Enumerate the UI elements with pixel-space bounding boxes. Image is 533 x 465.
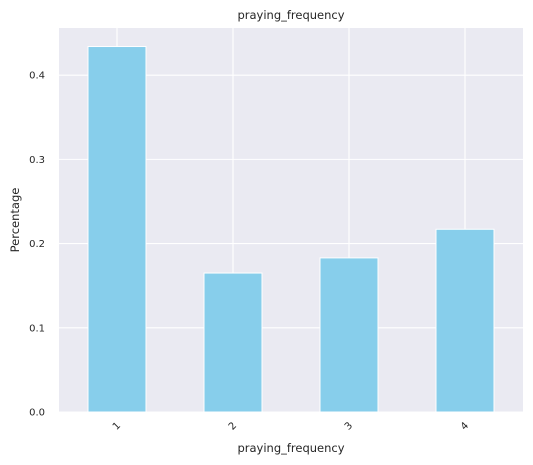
x-tick-label: 1 — [111, 420, 123, 432]
bar-4 — [435, 228, 495, 413]
bar-1 — [87, 46, 147, 413]
chart-title: praying_frequency — [237, 8, 344, 22]
bars — [87, 46, 495, 413]
x-tick-labels: 1 2 3 4 — [111, 420, 471, 432]
x-tick-label: 4 — [459, 420, 471, 432]
y-tick-label: 0.3 — [29, 155, 45, 166]
y-tick-label: 0.4 — [29, 71, 45, 82]
y-tick-label: 0.0 — [29, 408, 45, 419]
y-axis-label: Percentage — [8, 188, 22, 253]
x-axis-label: praying_frequency — [237, 441, 344, 455]
y-tick-label: 0.2 — [29, 239, 45, 250]
bar-2 — [203, 272, 263, 413]
x-tick-label: 2 — [227, 420, 239, 432]
y-tick-labels: 0.0 0.1 0.2 0.3 0.4 — [29, 71, 45, 419]
x-tick-label: 3 — [343, 420, 355, 432]
bar-3 — [319, 257, 379, 413]
y-tick-label: 0.1 — [29, 323, 45, 334]
